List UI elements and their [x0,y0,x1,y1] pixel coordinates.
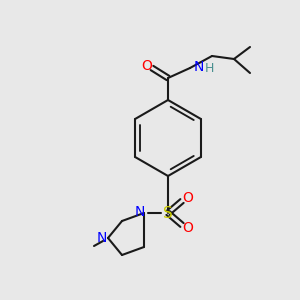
Text: O: O [183,191,194,205]
Text: O: O [183,221,194,235]
Text: H: H [205,62,214,76]
Text: N: N [135,205,145,219]
Text: N: N [194,60,204,74]
Text: N: N [97,231,107,245]
Text: S: S [163,206,173,220]
Text: O: O [142,59,152,73]
